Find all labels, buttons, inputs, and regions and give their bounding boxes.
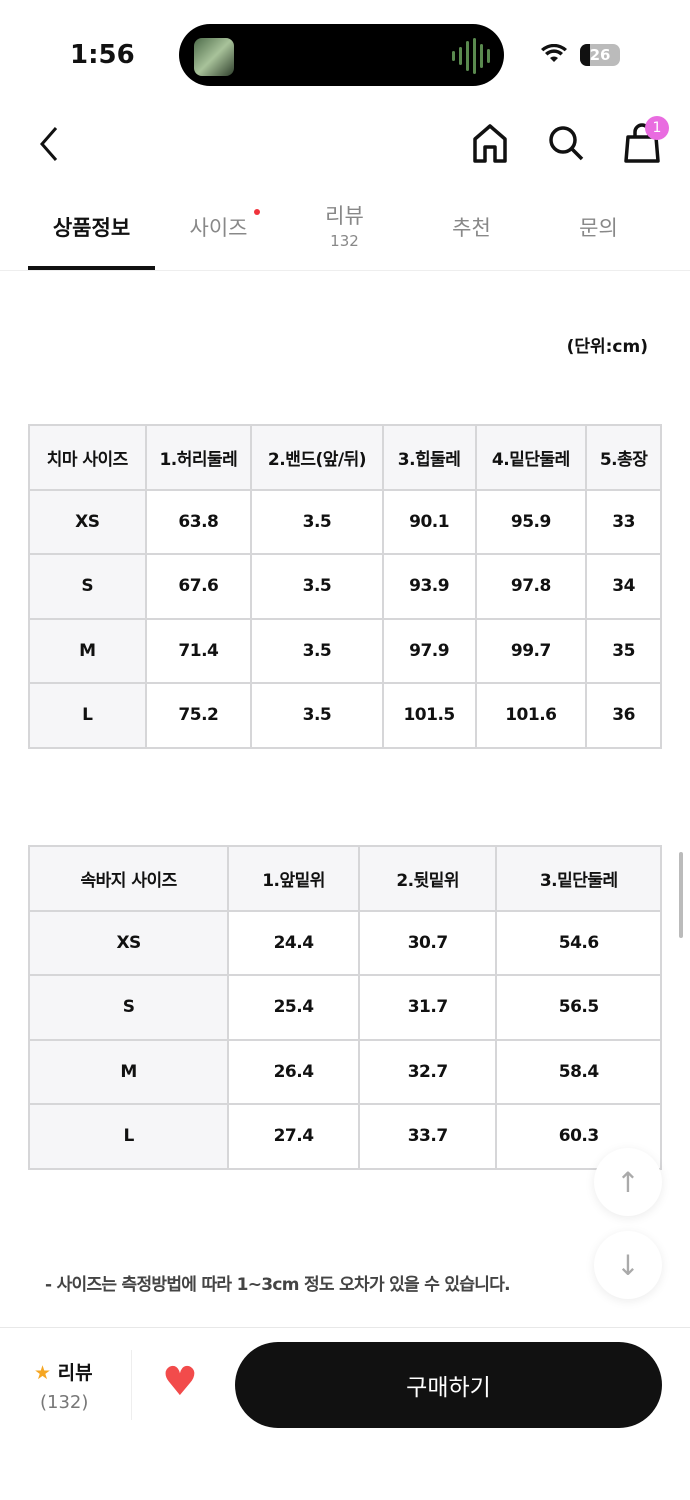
battery-icon: 26 <box>580 44 620 66</box>
divider <box>131 1350 132 1420</box>
divider <box>0 270 690 271</box>
row-header: XS <box>27 909 230 976</box>
column-header: 1.허리둘레 <box>144 424 253 491</box>
table-row: XS 24.4 30.7 54.6 <box>27 909 662 976</box>
row-header: S <box>28 553 147 620</box>
table-cell: 3.5 <box>250 488 384 555</box>
table-cell: 63.8 <box>144 488 253 555</box>
table-cell: 75.2 <box>144 682 253 749</box>
back-icon[interactable] <box>30 124 66 164</box>
column-header: 2.뒷밑위 <box>357 845 498 912</box>
table-cell: 101.6 <box>474 682 588 749</box>
table-cell: 3.5 <box>250 617 384 684</box>
table-cell: 101.5 <box>381 682 477 749</box>
table-cell: 36 <box>585 682 662 749</box>
table-cell: 97.8 <box>474 553 588 620</box>
column-header: 속바지 사이즈 <box>27 845 230 912</box>
scroll-bottom-button[interactable]: ↓ <box>594 1231 662 1299</box>
table-cell: 25.4 <box>227 974 360 1041</box>
audio-wave-icon <box>452 38 490 74</box>
table-cell: 56.5 <box>495 974 662 1041</box>
table-cell: 67.6 <box>144 553 253 620</box>
divider <box>0 1327 690 1328</box>
table-cell: 27.4 <box>227 1103 360 1170</box>
table-row: XS 63.8 3.5 90.1 95.9 33 <box>28 488 662 555</box>
table-cell: 71.4 <box>144 617 253 684</box>
tab-inquiry[interactable]: 문의 <box>579 216 618 240</box>
table-cell: 97.9 <box>381 617 477 684</box>
table-row: L 75.2 3.5 101.5 101.6 36 <box>28 682 662 749</box>
row-header: L <box>27 1103 230 1170</box>
wifi-icon <box>541 43 567 69</box>
row-header: M <box>27 1038 230 1105</box>
row-header: M <box>28 617 147 684</box>
table-header-row: 속바지 사이즈 1.앞밑위 2.뒷밑위 3.밑단둘레 <box>27 845 662 912</box>
table-header-row: 치마 사이즈 1.허리둘레 2.밴드(앞/뒤) 3.힙둘레 4.밑단둘레 5.총장 <box>28 424 662 491</box>
table-cell: 35 <box>585 617 662 684</box>
home-icon[interactable] <box>470 122 510 164</box>
search-icon[interactable] <box>545 122 587 164</box>
status-time: 1:56 <box>70 40 135 70</box>
table-cell: 95.9 <box>474 488 588 555</box>
table-row: S 67.6 3.5 93.9 97.8 34 <box>28 553 662 620</box>
column-header: 5.총장 <box>585 424 662 491</box>
pants-size-table: 속바지 사이즈 1.앞밑위 2.뒷밑위 3.밑단둘레 XS 24.4 30.7 54.6 S 25… <box>27 845 662 1170</box>
column-header: 치마 사이즈 <box>28 424 147 491</box>
review-summary[interactable]: ★ 리뷰 <box>34 1362 93 1384</box>
column-header: 4.밑단둘레 <box>474 424 588 491</box>
row-header: S <box>27 974 230 1041</box>
scroll-top-button[interactable]: ↑ <box>594 1148 662 1216</box>
new-dot <box>254 209 260 215</box>
buy-button[interactable]: 구매하기 <box>235 1342 662 1428</box>
tab-size[interactable]: 사이즈 <box>189 216 248 240</box>
table-cell: 93.9 <box>381 553 477 620</box>
now-playing-artwork <box>194 38 234 76</box>
table-cell: 90.1 <box>381 488 477 555</box>
unit-label: (단위:cm) <box>566 337 648 357</box>
row-header: XS <box>28 488 147 555</box>
table-row: S 25.4 31.7 56.5 <box>27 974 662 1041</box>
cart-badge: 1 <box>645 116 669 140</box>
table-cell: 34 <box>585 553 662 620</box>
heart-icon[interactable]: ♥ <box>162 1359 198 1405</box>
scrollbar[interactable] <box>679 852 683 938</box>
review-count: (132) <box>40 1392 89 1413</box>
table-row: M 26.4 32.7 58.4 <box>27 1038 662 1105</box>
table-cell: 30.7 <box>357 909 498 976</box>
skirt-size-table: 치마 사이즈 1.허리둘레 2.밴드(앞/뒤) 3.힙둘레 4.밑단둘레 5.총장 XS 63… <box>28 424 662 749</box>
arrow-down-icon: ↓ <box>616 1248 640 1282</box>
table-cell: 3.5 <box>250 553 384 620</box>
tab-product-info[interactable]: 상품정보 <box>52 216 131 240</box>
table-cell: 31.7 <box>357 974 498 1041</box>
table-cell: 26.4 <box>227 1038 360 1105</box>
table-cell: 3.5 <box>250 682 384 749</box>
tab-review[interactable]: 리뷰 132 <box>325 204 364 250</box>
table-cell: 54.6 <box>495 909 662 976</box>
column-header: 1.앞밑위 <box>227 845 360 912</box>
table-row: L 27.4 33.7 60.3 <box>27 1103 662 1170</box>
table-cell: 32.7 <box>357 1038 498 1105</box>
column-header: 3.밑단둘레 <box>495 845 662 912</box>
column-header: 3.힙둘레 <box>381 424 477 491</box>
table-cell: 33.7 <box>357 1103 498 1170</box>
table-cell: 33 <box>585 488 662 555</box>
table-cell: 99.7 <box>474 617 588 684</box>
active-tab-indicator <box>28 266 155 270</box>
table-cell: 24.4 <box>227 909 360 976</box>
arrow-up-icon: ↑ <box>616 1165 640 1199</box>
tab-recommend[interactable]: 추천 <box>452 216 491 240</box>
star-icon: ★ <box>34 1362 52 1384</box>
row-header: L <box>28 682 147 749</box>
table-row: M 71.4 3.5 97.9 99.7 35 <box>28 617 662 684</box>
table-cell: 58.4 <box>495 1038 662 1105</box>
column-header: 2.밴드(앞/뒤) <box>250 424 384 491</box>
size-note: - 사이즈는 측정방법에 따라 1~3cm 정도 오차가 있을 수 있습니다. <box>45 1275 511 1295</box>
